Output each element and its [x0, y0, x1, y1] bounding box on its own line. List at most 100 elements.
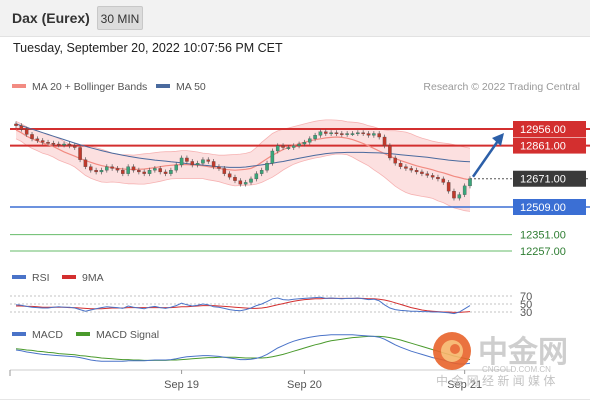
- candle-body: [457, 194, 462, 199]
- candle-body: [452, 190, 456, 199]
- level-tag-support: [513, 199, 586, 215]
- candle-body: [377, 133, 381, 138]
- ma50-legend-label: MA 50: [176, 81, 206, 93]
- candle-body: [169, 170, 173, 174]
- candle-body: [318, 131, 323, 136]
- candle-body: [238, 180, 243, 185]
- candle-body: [259, 170, 264, 174]
- candle-body: [126, 166, 130, 174]
- x-axis: Sep 19 Sep 20 Sep 21: [9, 369, 512, 391]
- candle-body: [179, 157, 184, 166]
- ma50-line: [15, 123, 471, 168]
- level-value-last: 12671.00: [520, 174, 566, 186]
- candle-body: [211, 161, 216, 167]
- candle-body: [14, 123, 18, 126]
- candle-body: [19, 125, 24, 130]
- macd-signal-legend-swatch: [76, 332, 90, 336]
- candle-body: [62, 143, 66, 146]
- macd-legend-label: MACD: [32, 329, 63, 341]
- watermark-brand: 中金网: [478, 335, 568, 369]
- bollinger-bands: [15, 119, 471, 212]
- candle-body: [436, 177, 440, 180]
- watermark-tagline: 中 金 网 经 新 闻 媒 体: [436, 373, 555, 388]
- macd-panel: [15, 334, 471, 365]
- candle-body: [313, 135, 317, 139]
- candle-body: [308, 138, 312, 143]
- rsi-legend-swatch: [12, 275, 26, 279]
- candle-body: [281, 145, 285, 148]
- candle-body: [137, 170, 141, 173]
- candle-body: [201, 159, 205, 164]
- instrument-title: Dax (Eurex): [12, 10, 90, 26]
- rsi-ma-legend-label: 9MA: [82, 272, 104, 284]
- candle-body: [73, 145, 77, 148]
- candle-body: [51, 142, 56, 145]
- candle-body: [393, 157, 397, 164]
- candle-body: [286, 147, 291, 149]
- candle-body: [56, 143, 61, 146]
- rsi-ma-legend-swatch: [62, 275, 76, 279]
- candle-body: [324, 131, 328, 134]
- candle-body: [462, 185, 467, 195]
- candle-body: [254, 173, 259, 180]
- level-value-resistance: 12956.00: [520, 124, 566, 136]
- candle-body: [158, 168, 162, 173]
- level-tag-resistance: [513, 121, 586, 137]
- candle-body: [163, 171, 168, 174]
- candle-body: [83, 159, 88, 167]
- bollinger-band-area: [16, 119, 470, 212]
- candle-body: [24, 129, 29, 135]
- bollinger-upper-line: [15, 119, 471, 156]
- candle-body: [222, 168, 227, 174]
- x-tick-label: Sep 20: [287, 379, 322, 391]
- macd-signal-legend-label: MACD Signal: [96, 329, 159, 341]
- candle-body: [334, 132, 339, 135]
- rsi-ma-line: [16, 297, 471, 313]
- candles: [14, 121, 472, 201]
- watermark-url: CNGOLD.COM.CN: [482, 365, 551, 374]
- candle-body: [185, 157, 189, 162]
- x-tick-label: Sep 19: [164, 379, 199, 391]
- chart-timestamp: Tuesday, September 20, 2022 10:07:56 PM …: [13, 41, 283, 55]
- level-value-support: 12509.00: [520, 202, 566, 214]
- candle-body: [366, 133, 371, 136]
- candle-body: [217, 166, 221, 169]
- candle-body: [468, 178, 472, 187]
- candle-body: [115, 168, 120, 171]
- candle-body: [233, 177, 237, 181]
- rsi-line: [15, 296, 471, 315]
- watermark: 中金网 CNGOLD.COM.CN 中 金 网 经 新 闻 媒 体: [433, 332, 568, 388]
- candle-body: [35, 138, 40, 141]
- macd-signal-line: [15, 335, 471, 361]
- candle-body: [190, 161, 195, 166]
- level-tag-last: [513, 170, 586, 187]
- candle-body: [329, 132, 333, 135]
- candle-body: [409, 168, 413, 171]
- candle-body: [99, 170, 104, 173]
- rsi-tick-label: 30: [520, 307, 532, 319]
- candle-body: [110, 166, 114, 169]
- ma50-legend-swatch: [156, 84, 170, 88]
- copyright-text: Research © 2022 Trading Central: [423, 81, 580, 93]
- candle-body: [121, 170, 125, 174]
- candle-body: [206, 159, 211, 162]
- candle-body: [227, 173, 232, 178]
- candle-body: [153, 168, 157, 171]
- candle-body: [388, 145, 392, 159]
- timeframe-button[interactable]: 30 MIN: [97, 6, 143, 30]
- candle-body: [372, 133, 376, 136]
- candle-body: [147, 170, 152, 174]
- candle-body: [302, 142, 307, 145]
- level-tag-resistance: [513, 137, 586, 154]
- forecast-arrow-shaft: [471, 137, 502, 178]
- candle-body: [340, 133, 344, 135]
- candle-body: [425, 173, 430, 176]
- candle-body: [398, 163, 403, 167]
- price-legend: MA 20 + Bollinger Bands MA 50: [12, 81, 206, 93]
- rsi-legend: RSI 9MA: [12, 272, 104, 284]
- candle-body: [297, 143, 301, 146]
- candle-body: [414, 170, 419, 173]
- candle-body: [105, 166, 109, 171]
- macd-legend: MACD MACD Signal: [12, 329, 159, 341]
